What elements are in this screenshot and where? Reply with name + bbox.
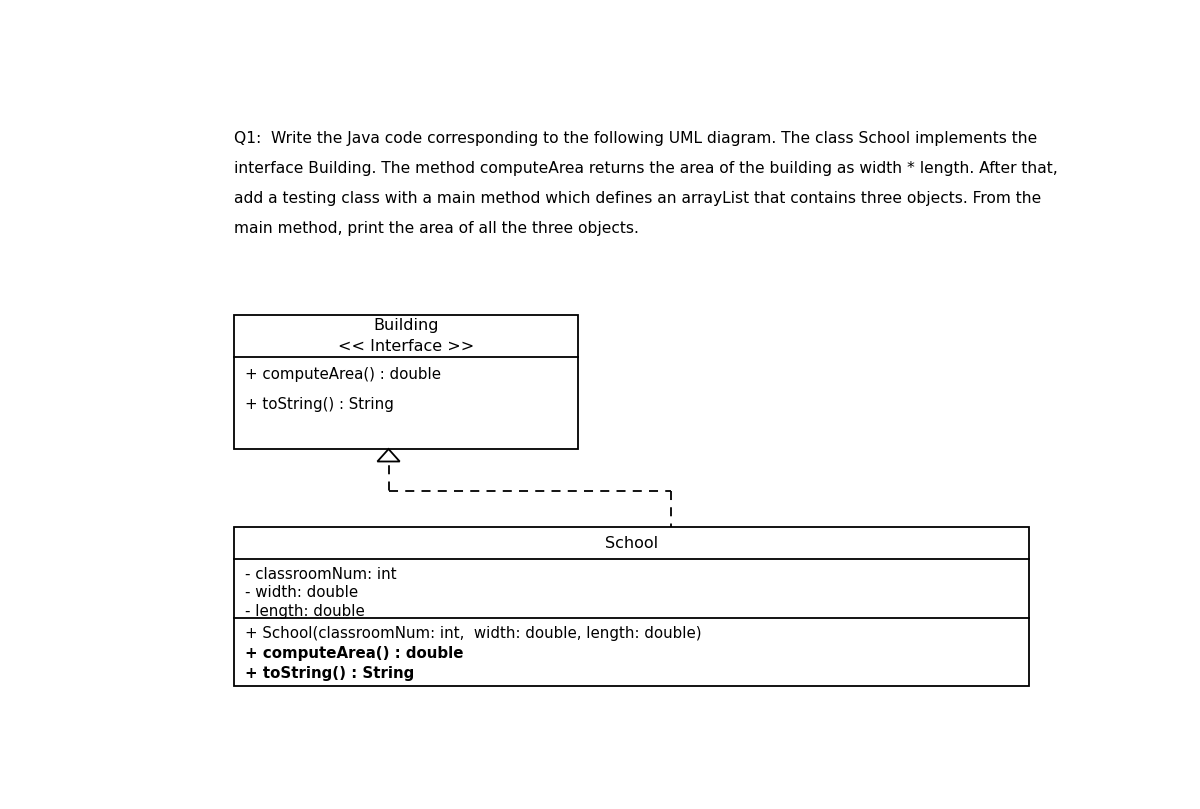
Text: + toString() : String: + toString() : String [245,666,414,681]
Text: add a testing class with a main method which defines an arrayList that contains : add a testing class with a main method w… [234,191,1040,206]
Polygon shape [377,449,400,461]
Text: + computeArea() : double: + computeArea() : double [245,646,463,661]
FancyBboxPatch shape [234,316,578,449]
Text: School: School [605,536,658,551]
Text: Building
<< Interface >>: Building << Interface >> [337,318,474,354]
Text: - length: double: - length: double [245,604,365,619]
Text: + School(classroomNum: int,  width: double, length: double): + School(classroomNum: int, width: doubl… [245,626,702,641]
FancyBboxPatch shape [234,527,1028,686]
Text: + computeArea() : double: + computeArea() : double [245,367,440,383]
Text: - width: double: - width: double [245,586,358,600]
Text: interface Building. The method computeArea returns the area of the building as w: interface Building. The method computeAr… [234,161,1057,176]
Text: + toString() : String: + toString() : String [245,397,394,413]
Text: - classroomNum: int: - classroomNum: int [245,567,396,582]
Text: main method, print the area of all the three objects.: main method, print the area of all the t… [234,221,638,236]
Text: Q1:  Write the Java code corresponding to the following UML diagram. The class S: Q1: Write the Java code corresponding to… [234,131,1037,146]
